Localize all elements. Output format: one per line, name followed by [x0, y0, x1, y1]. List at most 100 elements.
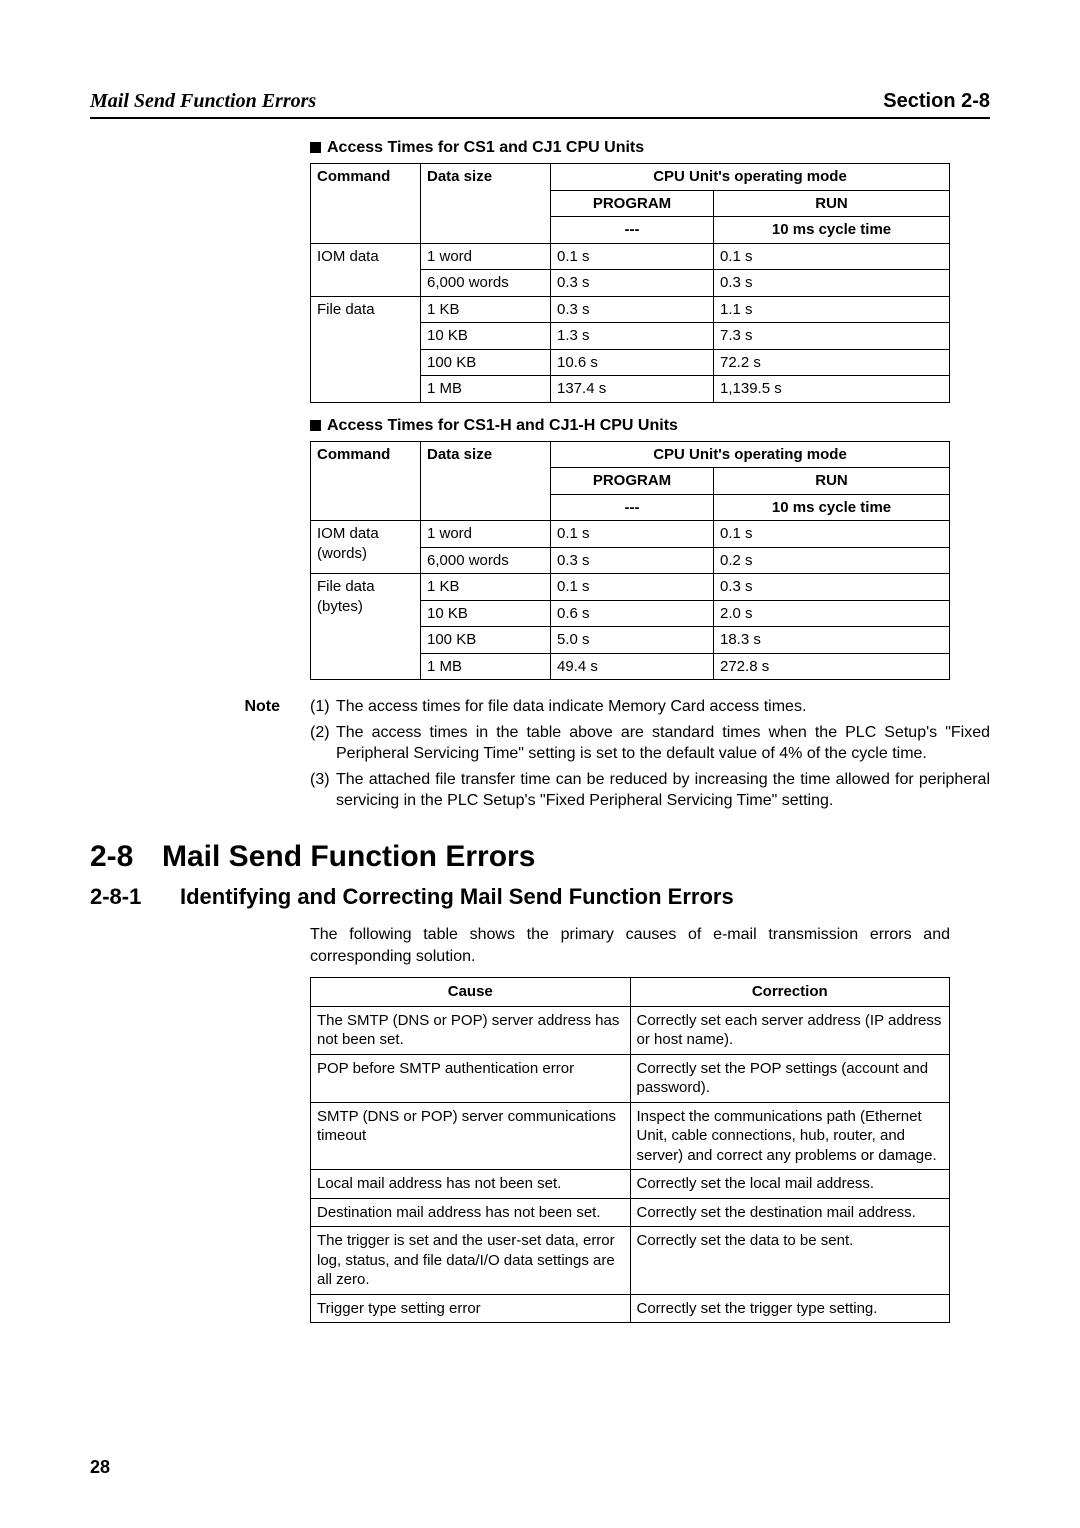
cell-command: IOM data (words) [311, 521, 421, 574]
note-item: (1)The access times for file data indica… [310, 696, 990, 718]
table-row: File data (bytes)1 KB0.1 s0.3 s [311, 574, 950, 601]
cell-run: 0.3 s [714, 270, 950, 297]
cell-run: 0.2 s [714, 547, 950, 574]
col-command: Command [311, 441, 421, 521]
table-row: IOM data (words)1 word0.1 s0.1 s [311, 521, 950, 548]
cell-program: 49.4 s [551, 653, 714, 680]
cell-cause: POP before SMTP authentication error [311, 1054, 631, 1102]
col-cycle: 10 ms cycle time [714, 217, 950, 244]
table1-title-text: Access Times for CS1 and CJ1 CPU Units [327, 139, 644, 156]
cell-correction: Correctly set the local mail address. [630, 1170, 950, 1199]
col-cause: Cause [311, 978, 631, 1007]
cell-program: 1.3 s [551, 323, 714, 350]
table-row: SMTP (DNS or POP) server communications … [311, 1102, 950, 1170]
subsection-heading: 2-8-1 Identifying and Correcting Mail Se… [90, 884, 990, 910]
cell-cause: The SMTP (DNS or POP) server address has… [311, 1006, 631, 1054]
cell-correction: Correctly set the trigger type setting. [630, 1294, 950, 1323]
table-row: The trigger is set and the user-set data… [311, 1227, 950, 1295]
header-title-left: Mail Send Function Errors [90, 90, 316, 113]
note-item-text: The attached file transfer time can be r… [336, 769, 990, 812]
cell-correction: Inspect the communications path (Etherne… [630, 1102, 950, 1170]
note-item-number: (1) [310, 696, 336, 718]
table-row: IOM data1 word0.1 s0.1 s [311, 243, 950, 270]
col-blank: --- [551, 217, 714, 244]
col-blank: --- [551, 494, 714, 521]
cell-program: 137.4 s [551, 376, 714, 403]
table1-title: Access Times for CS1 and CJ1 CPU Units [310, 139, 990, 157]
col-program: PROGRAM [551, 468, 714, 495]
col-correction: Correction [630, 978, 950, 1007]
cell-cause: Destination mail address has not been se… [311, 1198, 631, 1227]
subsection-title: Identifying and Correcting Mail Send Fun… [180, 884, 734, 910]
note-item-text: The access times for file data indicate … [336, 696, 990, 718]
cell-run: 0.3 s [714, 574, 950, 601]
note-item: (2)The access times in the table above a… [310, 722, 990, 765]
table-row: The SMTP (DNS or POP) server address has… [311, 1006, 950, 1054]
cell-datasize: 100 KB [421, 349, 551, 376]
col-run: RUN [714, 190, 950, 217]
table2-title-text: Access Times for CS1-H and CJ1-H CPU Uni… [327, 417, 678, 434]
cell-program: 5.0 s [551, 627, 714, 654]
note-label: Note [90, 696, 310, 816]
cell-cause: SMTP (DNS or POP) server communications … [311, 1102, 631, 1170]
cell-command: IOM data [311, 243, 421, 296]
table-row: Destination mail address has not been se… [311, 1198, 950, 1227]
cell-datasize: 1 KB [421, 296, 551, 323]
col-datasize: Data size [421, 441, 551, 521]
cell-correction: Correctly set each server address (IP ad… [630, 1006, 950, 1054]
cell-run: 0.1 s [714, 243, 950, 270]
table-row: File data1 KB0.3 s1.1 s [311, 296, 950, 323]
cell-datasize: 1 word [421, 243, 551, 270]
cell-program: 0.3 s [551, 547, 714, 574]
intro-paragraph: The following table shows the primary ca… [310, 924, 950, 967]
subsection-number: 2-8-1 [90, 884, 180, 910]
cell-correction: Correctly set the POP settings (account … [630, 1054, 950, 1102]
cell-command: File data (bytes) [311, 574, 421, 680]
cell-run: 2.0 s [714, 600, 950, 627]
col-program: PROGRAM [551, 190, 714, 217]
table-row: Trigger type setting errorCorrectly set … [311, 1294, 950, 1323]
col-command: Command [311, 164, 421, 244]
cell-program: 0.1 s [551, 243, 714, 270]
cell-program: 0.1 s [551, 574, 714, 601]
table-row: POP before SMTP authentication errorCorr… [311, 1054, 950, 1102]
cell-datasize: 1 MB [421, 376, 551, 403]
section-number: 2-8 [90, 840, 162, 874]
cell-program: 0.6 s [551, 600, 714, 627]
section-heading: 2-8 Mail Send Function Errors [90, 840, 990, 874]
page-header: Mail Send Function Errors Section 2-8 [90, 90, 990, 119]
cell-run: 72.2 s [714, 349, 950, 376]
cell-datasize: 100 KB [421, 627, 551, 654]
error-correction-table: Cause Correction The SMTP (DNS or POP) s… [310, 977, 950, 1323]
cell-run: 1.1 s [714, 296, 950, 323]
square-bullet-icon [310, 142, 321, 153]
cell-datasize: 6,000 words [421, 547, 551, 574]
square-bullet-icon [310, 420, 321, 431]
cell-datasize: 10 KB [421, 323, 551, 350]
cell-run: 0.1 s [714, 521, 950, 548]
section-title: Mail Send Function Errors [162, 840, 535, 874]
cell-run: 18.3 s [714, 627, 950, 654]
cell-program: 10.6 s [551, 349, 714, 376]
cell-program: 0.3 s [551, 270, 714, 297]
cell-run: 272.8 s [714, 653, 950, 680]
cell-datasize: 6,000 words [421, 270, 551, 297]
access-times-table-1: Command Data size CPU Unit's operating m… [310, 163, 950, 403]
table-row: Local mail address has not been set.Corr… [311, 1170, 950, 1199]
cell-program: 0.3 s [551, 296, 714, 323]
col-mode-span: CPU Unit's operating mode [551, 164, 950, 191]
header-title-right: Section 2-8 [883, 90, 990, 113]
cell-datasize: 10 KB [421, 600, 551, 627]
note-item-number: (2) [310, 722, 336, 765]
col-run: RUN [714, 468, 950, 495]
cell-datasize: 1 KB [421, 574, 551, 601]
cell-correction: Correctly set the data to be sent. [630, 1227, 950, 1295]
table2-title: Access Times for CS1-H and CJ1-H CPU Uni… [310, 417, 990, 435]
note-item: (3)The attached file transfer time can b… [310, 769, 990, 812]
cell-cause: Trigger type setting error [311, 1294, 631, 1323]
cell-run: 1,139.5 s [714, 376, 950, 403]
cell-program: 0.1 s [551, 521, 714, 548]
cell-correction: Correctly set the destination mail addre… [630, 1198, 950, 1227]
cell-cause: The trigger is set and the user-set data… [311, 1227, 631, 1295]
note-block: Note (1)The access times for file data i… [90, 696, 990, 816]
